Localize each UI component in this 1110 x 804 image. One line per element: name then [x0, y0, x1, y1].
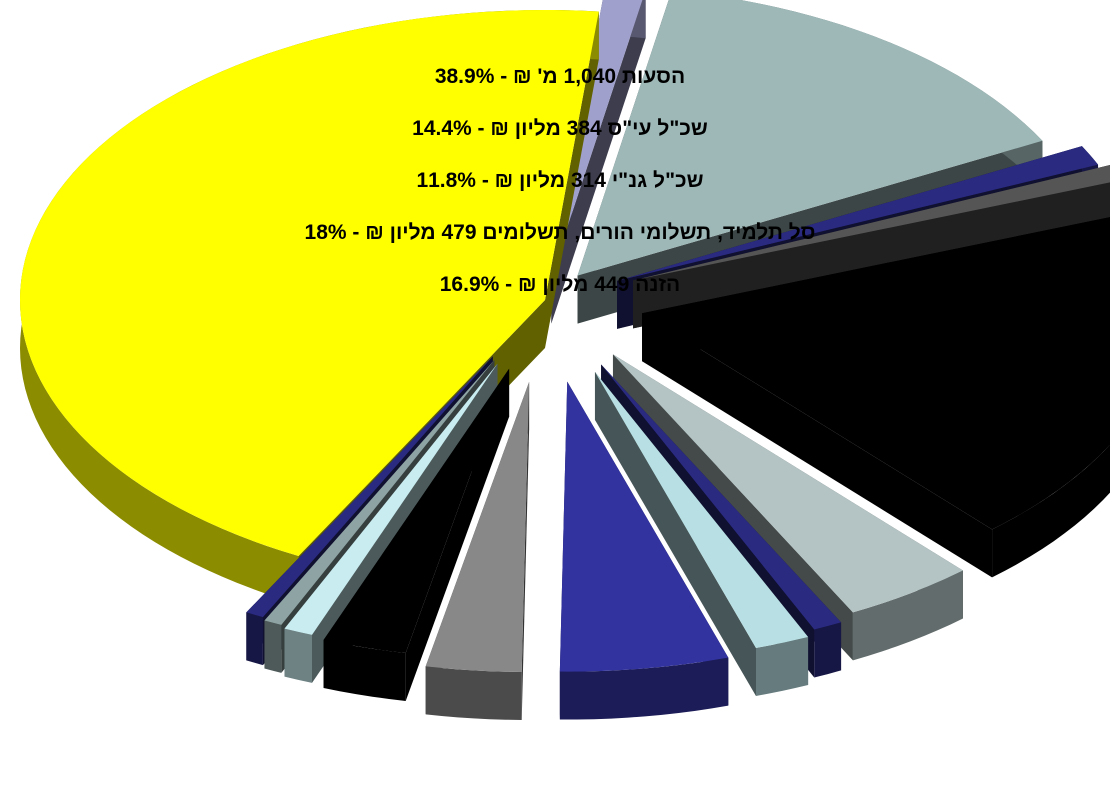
pie-slice-10: [425, 382, 530, 721]
pie-slice-14-side: [246, 612, 263, 666]
pie-slice-11-side: [323, 640, 406, 702]
pie-slice-7-side: [814, 622, 842, 678]
annotation-tuition-kindergarten: שכ"ל גנ"י 314 מליון ₪ - 11.8%: [416, 169, 704, 192]
pie-slice-5-top: [642, 217, 1110, 530]
pie-slice-14-top: [246, 356, 493, 618]
pie-slice-6-side: [852, 570, 963, 661]
pie-slice-10-side: [425, 666, 522, 721]
pie-slice-11-top: [323, 368, 510, 654]
pie-slice-1-top: [551, 0, 643, 276]
pie-slice-0-top: [19, 9, 599, 557]
annotation-tuition-municipal: שכ"ל עי"ס 384 מליון ₪ - 14.4%: [412, 117, 708, 140]
pie-slice-12-wall-1: [284, 363, 498, 677]
pie-slice-8-side: [755, 636, 809, 696]
pie-slice-1-wall-1: [551, 0, 646, 324]
pie-slice-11: [323, 368, 510, 702]
pie-slice-3-top: [617, 146, 1099, 281]
chart-annotations: הסעות 1,040 מ' ₪ - 38.9% שכ"ל עי"ס 384 מ…: [210, 62, 910, 322]
annotation-meals: הזנה 449 מליון ₪ - 16.9%: [439, 273, 681, 296]
pie-slice-10-top: [425, 382, 530, 673]
pie-slice-13-side: [264, 620, 282, 673]
pie-slice-12-side: [284, 628, 313, 683]
pie-slice-13-top: [264, 359, 495, 625]
pie-slice-0-wall-1: [545, 11, 599, 348]
pie-slices: [19, 0, 1110, 721]
pie-slice-4-top: [633, 165, 1110, 281]
pie-slice-5-wall-1: [642, 313, 993, 578]
pie-slice-6-top: [612, 354, 963, 613]
pie-slice-9: [559, 381, 729, 720]
pie-slice-8-wall-1: [594, 371, 756, 696]
pie-slice-5: [642, 217, 1110, 578]
pie-slice-12-top: [284, 363, 498, 635]
annotation-student-basket: סל תלמיד, תשלומי הורים, תשלומים 479 מליו…: [304, 221, 816, 244]
pie-slice-8: [594, 371, 809, 696]
pie-slice-9-top: [559, 381, 729, 672]
pie-slice-7-top: [601, 364, 842, 630]
pie-slice-9-side: [559, 657, 729, 720]
annotation-transport: הסעות 1,040 מ' ₪ - 38.9%: [434, 65, 686, 88]
pie-slice-10-wall-0: [521, 382, 530, 721]
pie-slice-8-top: [594, 371, 809, 648]
pie-slice-2-top: [577, 0, 1043, 276]
pie-slice-5-side: [992, 444, 1110, 578]
